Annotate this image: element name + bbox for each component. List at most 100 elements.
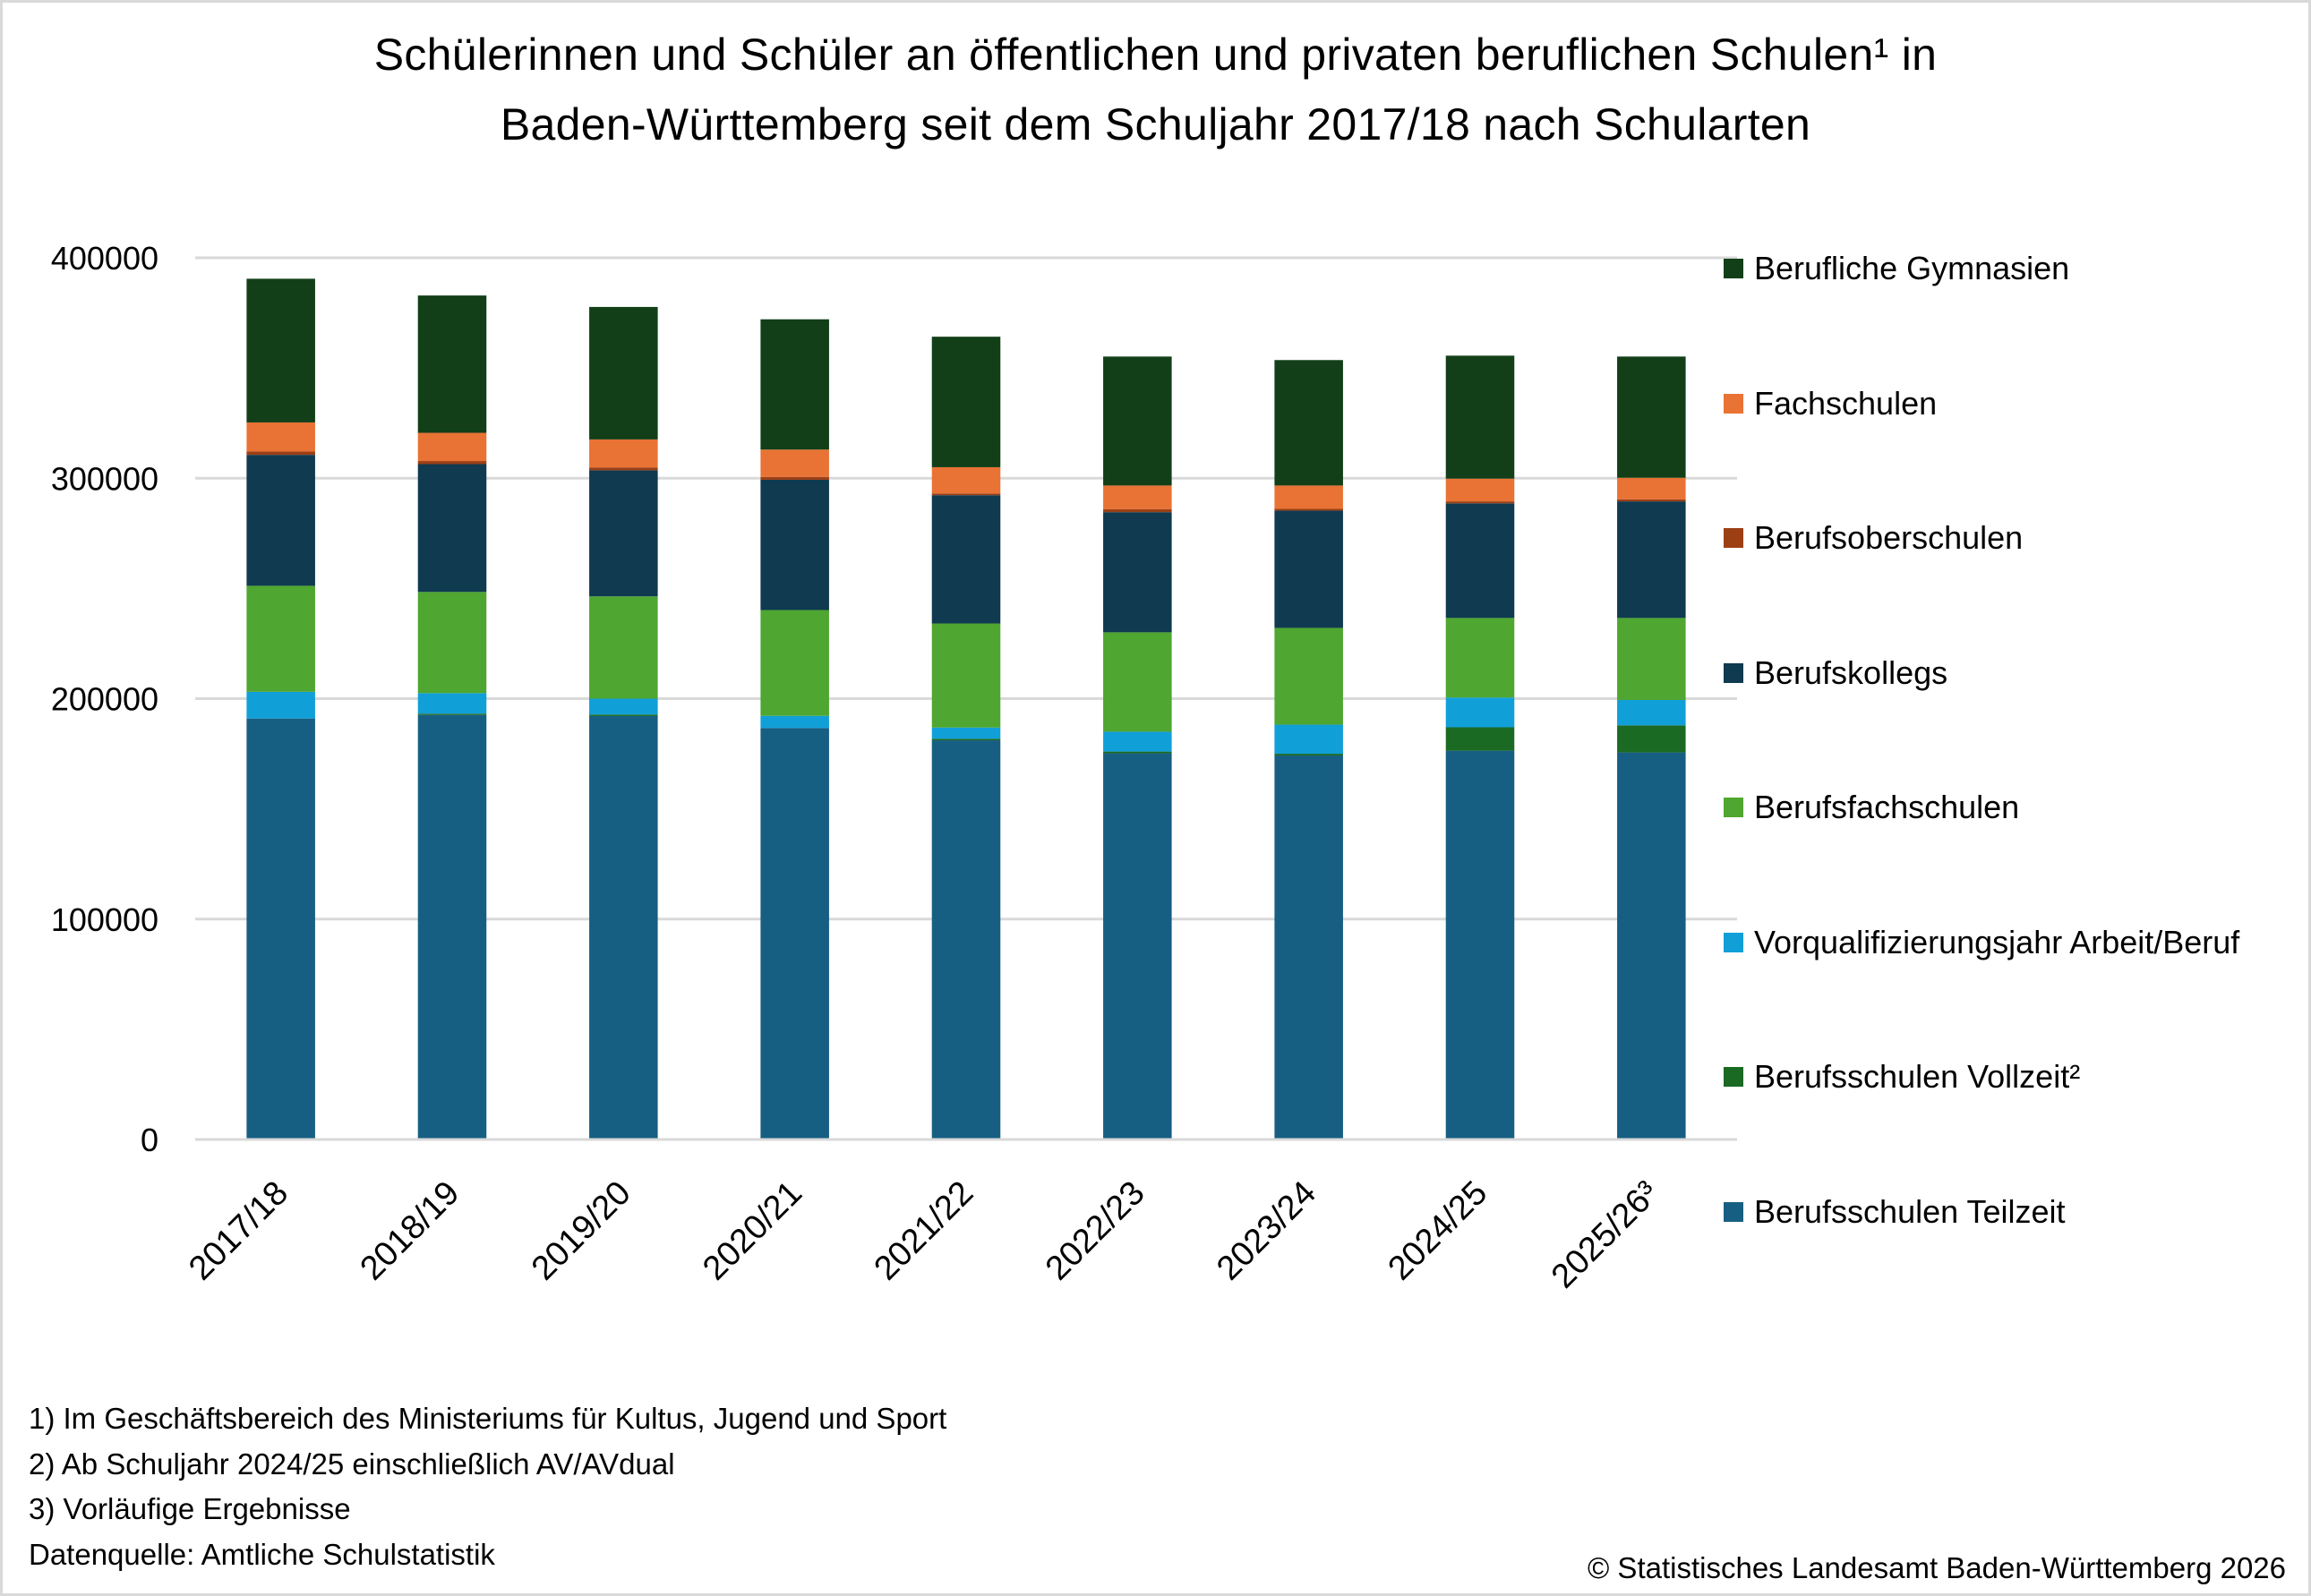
bar-segment-vorqualifizierungsjahr-arbeit-beruf: [589, 698, 658, 715]
bar-segment-berufsschulen-vollzeit: [589, 714, 658, 716]
x-axis-ticks: 2017/18 2018/19 2019/20 2020/21 2021/22 2022/…: [182, 1174, 1666, 1296]
bar-segment-berufsfachschulen: [246, 585, 315, 692]
legend-swatch: [1724, 798, 1743, 817]
bar-segment-berufsschulen-vollzeit: [1445, 727, 1515, 751]
legend-item: Berufsschulen Vollzeit²: [1724, 1059, 2080, 1095]
bar-segment-berufskollegs: [931, 495, 1001, 624]
bar-stack-202021: [760, 319, 829, 1139]
legend-item: Berufliche Gymnasien: [1724, 251, 2069, 286]
bar-segment-fachschulen: [760, 449, 829, 477]
bar-stack-201718: [246, 278, 315, 1139]
bar-segment-berufsoberschulen: [589, 467, 658, 471]
bar-segment-berufsschulen-vollzeit: [1617, 725, 1686, 753]
bar-segment-berufsfachschulen: [589, 596, 658, 699]
x-tick-label: 2017/18: [182, 1174, 295, 1288]
bar-segment-berufliche-gymnasien: [246, 278, 315, 422]
x-tick-label: 2024/25: [1382, 1174, 1495, 1288]
footnotes: 1) Im Geschäftsbereich des Ministeriums …: [29, 1396, 946, 1577]
footnote-3: 3) Vorläufige Ergebnisse: [29, 1492, 351, 1525]
bar-segment-berufsschulen-vollzeit: [417, 713, 487, 715]
legend-swatch: [1724, 1201, 1743, 1222]
bar-segment-berufsschulen-teilzeit: [1445, 750, 1515, 1139]
legend-item: Berufsschulen Teilzeit: [1724, 1192, 2066, 1230]
copyright: © Statistisches Landesamt Baden-Württemb…: [1587, 1551, 2286, 1584]
bar-segment-berufsschulen-teilzeit: [1617, 752, 1686, 1139]
bar-segment-berufsfachschulen: [931, 623, 1001, 728]
bar-segment-berufliche-gymnasien: [589, 306, 658, 440]
legend-item: Berufskollegs: [1724, 654, 1947, 691]
bar-segment-vorqualifizierungsjahr-arbeit-beruf: [1274, 724, 1343, 755]
bar-segment-berufskollegs: [417, 464, 487, 593]
bar-segment-berufsfachschulen: [1103, 632, 1172, 732]
legend-swatch: [1724, 662, 1743, 683]
bar-segment-fachschulen: [931, 466, 1001, 494]
bar-segment-berufskollegs: [1617, 501, 1686, 619]
bar-segment-berufsoberschulen: [1274, 508, 1343, 511]
x-tick-label: 2018/19: [354, 1174, 467, 1288]
chart-title-line-1: Schülerinnen und Schüler an öffentlichen…: [373, 30, 1938, 80]
bar-segment-berufliche-gymnasien: [760, 319, 829, 450]
data-source: Datenquelle: Amtliche Schulstatistik: [29, 1537, 495, 1571]
bar-segment-berufsschulen-teilzeit: [417, 714, 487, 1139]
bar-segment-fachschulen: [417, 432, 487, 462]
bar-segment-vorqualifizierungsjahr-arbeit-beruf: [246, 691, 315, 719]
legend-label: Vorqualifizierungsjahr Arbeit/Beruf: [1754, 923, 2240, 960]
bar-segment-berufskollegs: [1274, 510, 1343, 628]
bar-segment-vorqualifizierungsjahr-arbeit-beruf: [760, 715, 829, 729]
x-tick-label: 2020/21: [696, 1174, 809, 1288]
bar-segment-vorqualifizierungsjahr-arbeit-beruf: [1103, 731, 1172, 752]
bar-segment-vorqualifizierungsjahr-arbeit-beruf: [417, 693, 487, 714]
bar-segment-berufsoberschulen: [417, 461, 487, 465]
legend-item: Berufsoberschulen: [1724, 520, 2023, 556]
legend-label: Berufsoberschulen: [1754, 519, 2024, 556]
chart-title-line-2: Baden-Württemberg seit dem Schuljahr 201…: [500, 99, 1811, 149]
bar-segment-berufsoberschulen: [246, 451, 315, 456]
bar-segment-berufsschulen-vollzeit: [931, 738, 1001, 741]
bar-segment-fachschulen: [246, 422, 315, 452]
bar-segment-berufsoberschulen: [760, 476, 829, 480]
bar-segment-berufliche-gymnasien: [1445, 355, 1515, 479]
chart-title: Schülerinnen und Schüler an öffentlichen…: [0, 20, 2311, 159]
bar-segment-berufsschulen-teilzeit: [1274, 755, 1343, 1139]
bar-segment-fachschulen: [1445, 478, 1515, 502]
bar-segment-berufsschulen-teilzeit: [589, 715, 658, 1139]
legend-swatch: [1724, 1067, 1743, 1087]
bar-segment-fachschulen: [1103, 485, 1172, 509]
y-axis-ticks: 0 100000 200000 300000 400000: [51, 240, 158, 1158]
legend-item: Berufsfachschulen: [1724, 789, 2019, 825]
y-tick-label: 100000: [51, 901, 158, 938]
bar-segment-berufliche-gymnasien: [1274, 360, 1343, 486]
y-tick-label: 0: [141, 1122, 158, 1158]
bar-segment-berufskollegs: [1103, 512, 1172, 633]
bar-segment-berufskollegs: [1445, 503, 1515, 619]
legend-swatch: [1724, 528, 1743, 548]
bar-segment-berufsfachschulen: [760, 610, 829, 716]
bar-segment-berufsschulen-vollzeit: [1274, 754, 1343, 756]
bars: [246, 278, 1686, 1139]
bar-stack-202425: [1445, 355, 1515, 1139]
x-tick-label: 2019/20: [525, 1174, 638, 1288]
bar-segment-berufsschulen-teilzeit: [931, 740, 1001, 1139]
bar-segment-berufsoberschulen: [1617, 499, 1686, 502]
legend-swatch: [1724, 393, 1743, 414]
x-tick-label: 2021/22: [868, 1174, 981, 1288]
x-tick-label: 2025/26³: [1545, 1174, 1666, 1296]
bar-segment-berufskollegs: [589, 470, 658, 597]
legend-label: Berufliche Gymnasien: [1754, 250, 2070, 286]
bar-stack-202122: [931, 337, 1001, 1139]
bar-stack-202324: [1274, 360, 1343, 1139]
bar-segment-berufskollegs: [246, 455, 315, 586]
bar-segment-berufsfachschulen: [1617, 618, 1686, 700]
legend-label: Berufsschulen Teilzeit: [1754, 1192, 2066, 1230]
bar-stack-202223: [1103, 356, 1172, 1139]
legend-swatch: [1724, 932, 1743, 952]
legend-label: Fachschulen: [1754, 384, 1938, 422]
legend-label: Berufsschulen Vollzeit²: [1754, 1058, 2081, 1095]
bar-segment-fachschulen: [589, 439, 658, 468]
bar-segment-berufsschulen-teilzeit: [760, 728, 829, 1139]
y-tick-label: 300000: [51, 460, 158, 497]
bar-segment-berufsschulen-teilzeit: [1103, 753, 1172, 1139]
bar-segment-berufsoberschulen: [1103, 508, 1172, 513]
bar-segment-berufliche-gymnasien: [1103, 356, 1172, 486]
legend-label: Berufsfachschulen: [1754, 789, 2020, 825]
